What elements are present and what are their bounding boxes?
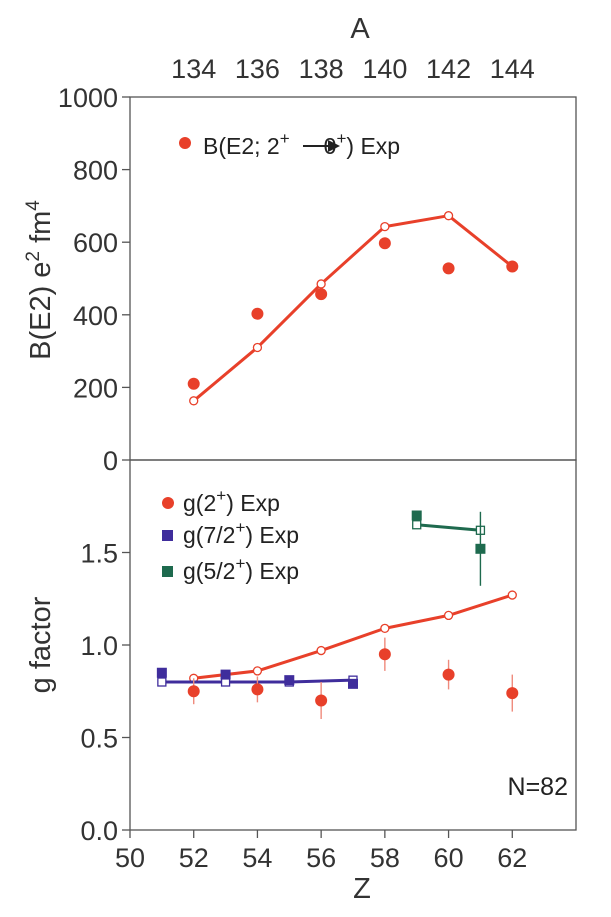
be2-exp-point	[442, 262, 455, 275]
x-tick-label: 50	[115, 843, 145, 873]
legend-label-g52-exp: g(5/2+) Exp	[183, 554, 299, 584]
legend-marker-be2-exp	[179, 137, 191, 149]
x-tick-label: 58	[370, 843, 400, 873]
x-tick-label: 60	[434, 843, 464, 873]
legend-be2-sup2: +	[336, 129, 346, 148]
be2-theory-point	[316, 279, 326, 289]
g72-exp-point	[220, 669, 231, 680]
x-tick-label: 54	[242, 843, 272, 873]
g52-theory-line	[416, 523, 481, 532]
legend-label-be2-exp: B(E2; 2+0+) Exp	[203, 129, 400, 159]
g2-exp-point	[442, 668, 455, 681]
top-tick-label: 134	[171, 54, 216, 84]
be2-theory-line	[192, 214, 514, 402]
be2-ylabel-sup2: 4	[23, 200, 44, 211]
x-tick-label: 62	[497, 843, 527, 873]
g2-exp-point	[378, 648, 391, 661]
legend-label-g72-exp: g(7/2+) Exp	[183, 518, 299, 548]
legend-g2-sup: +	[216, 486, 226, 505]
top-tick-label: 140	[362, 54, 407, 84]
g2-exp-point	[506, 687, 519, 700]
y-tick-label: 0	[103, 446, 118, 476]
g52-exp-point	[475, 543, 486, 554]
gfactor-legend: g(2+) Exp g(7/2+) Exp g(5/2+) Exp	[162, 486, 299, 584]
y-tick-label: 800	[73, 156, 118, 186]
be2-ylabel-sup1: 2	[23, 251, 44, 262]
be2-exp-point	[315, 288, 328, 301]
legend-marker-g2-exp	[162, 497, 174, 509]
legend-marker-g52-exp	[162, 566, 173, 577]
legend-g52-part-a: g(5/2	[183, 558, 235, 584]
be2-exp-point	[506, 260, 519, 273]
be2-ylabel-base: B(E2) e	[25, 262, 57, 360]
y-tick-label: 600	[73, 228, 118, 258]
x-tick-label: 52	[179, 843, 209, 873]
top-tick-label: 142	[426, 54, 471, 84]
be2-legend: B(E2; 2+0+) Exp	[179, 129, 400, 159]
g52-exp-point	[411, 510, 422, 521]
be2-exp-point	[187, 377, 200, 390]
g2-exp-point	[187, 685, 200, 698]
g2-theory-point	[507, 590, 517, 600]
g2-theory-line	[193, 593, 513, 680]
be2-y-ticks: 0 200 400 600 800 1000	[58, 83, 130, 476]
g2-theory-point	[380, 623, 390, 633]
x-axis-title: Z	[353, 873, 371, 905]
gfactor-y-ticks: 0.0 0.5 1.0 1.5	[80, 539, 130, 846]
g72-theory-point	[157, 677, 167, 687]
be2-exp-point	[251, 307, 264, 320]
y-tick-label: 1.0	[80, 631, 118, 661]
g2-theory-point	[316, 645, 326, 656]
be2-y-axis-title: B(E2) e2 fm4	[23, 200, 57, 360]
y-tick-label: 400	[73, 301, 118, 331]
g2-theory-point	[252, 666, 263, 676]
x-axis-ticks: 50 52 54 56 58 60 62	[115, 830, 527, 873]
g2-exp-point	[251, 683, 264, 696]
y-tick-label: 200	[73, 373, 118, 403]
legend-arrow-icon	[303, 140, 340, 152]
legend-g2-part-c: ) Exp	[226, 490, 280, 516]
y-tick-label: 0.0	[80, 816, 118, 846]
g52-theory-point	[412, 520, 422, 530]
top-axis-ticks: 134 136 138 140 142 144	[171, 54, 535, 84]
y-tick-label: 0.5	[80, 724, 118, 754]
legend-g72-sup: +	[235, 518, 245, 537]
legend-be2-part-a: B(E2; 2	[203, 133, 280, 159]
legend-be2-part-c: ) Exp	[346, 133, 400, 159]
legend-g52-sup: +	[235, 554, 245, 573]
be2-ylabel-mid: fm	[25, 211, 57, 251]
legend-g72-part-a: g(7/2	[183, 522, 235, 548]
g72-exp-point	[348, 678, 358, 689]
legend-marker-g72-exp	[162, 530, 173, 541]
top-tick-label: 138	[299, 54, 344, 84]
be2-theory-point	[252, 342, 263, 353]
top-tick-label: 136	[235, 54, 280, 84]
top-axis-title: A	[350, 13, 370, 45]
be2-theory-point	[443, 211, 454, 221]
top-tick-label: 144	[490, 54, 535, 84]
be2-theory-point	[380, 221, 390, 232]
gfactor-y-axis-title: g factor	[25, 596, 57, 693]
n82-annotation: N=82	[508, 773, 568, 801]
legend-g72-part-c: ) Exp	[245, 522, 299, 548]
x-tick-label: 56	[306, 843, 336, 873]
be2-series	[187, 211, 519, 406]
legend-g2-part-a: g(2	[183, 490, 216, 516]
be2-exp-point	[378, 237, 391, 250]
be2-theory-point	[189, 396, 199, 406]
y-tick-label: 1.5	[80, 539, 118, 569]
legend-be2-sup1: +	[280, 129, 290, 148]
legend-g52-part-c: ) Exp	[245, 558, 299, 584]
legend-label-g2-exp: g(2+) Exp	[183, 486, 280, 516]
gfactor-series	[156, 510, 519, 719]
g2-exp-point	[315, 694, 328, 707]
g2-theory-point	[443, 610, 454, 621]
y-tick-label: 1000	[58, 83, 118, 113]
g72-exp-point	[156, 667, 167, 678]
g72-exp-point	[284, 675, 295, 686]
